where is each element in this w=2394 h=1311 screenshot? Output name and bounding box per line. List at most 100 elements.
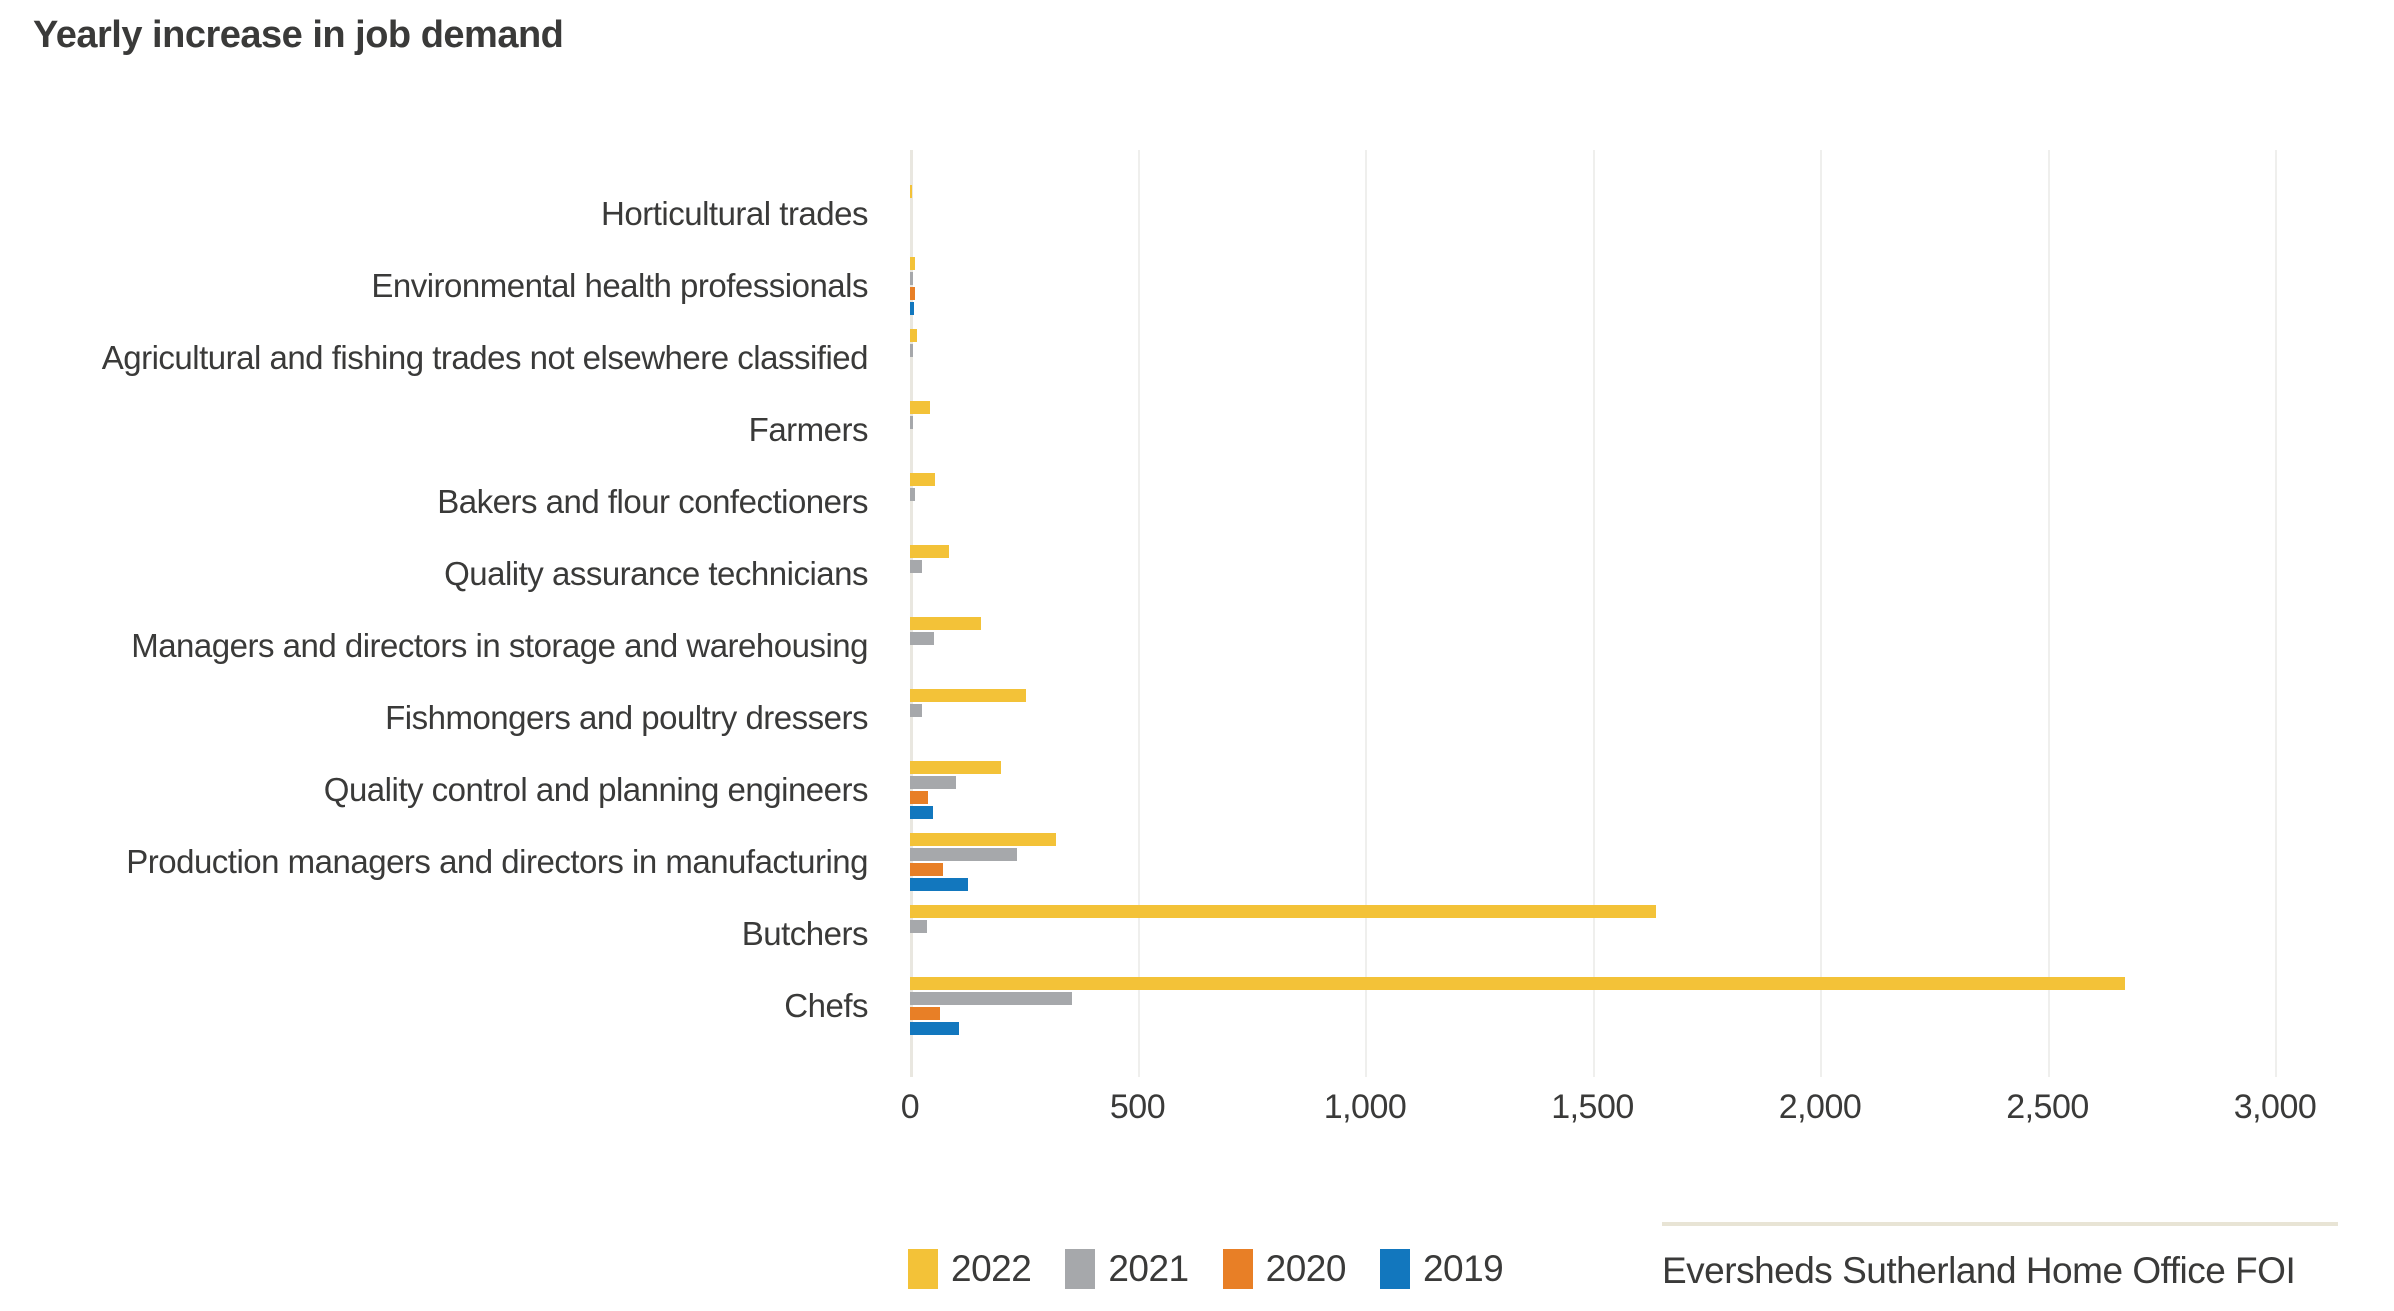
bar-2022 xyxy=(910,257,915,270)
category-label: Agricultural and fishing trades not else… xyxy=(101,339,869,376)
gridline-1,500 xyxy=(1592,150,1595,1077)
category-row: Agricultural and fishing trades not else… xyxy=(0,322,2394,394)
gridline-3,000 xyxy=(2275,150,2277,1077)
bar-2021 xyxy=(910,992,1072,1005)
category-row: Chefs xyxy=(0,970,2394,1042)
bar-2022 xyxy=(910,617,981,630)
bar-group xyxy=(910,761,1001,821)
legend-label: 2022 xyxy=(951,1248,1032,1289)
category-label: Chefs xyxy=(784,987,868,1024)
bar-2020 xyxy=(910,863,944,876)
x-tick-label: 2,500 xyxy=(2006,1088,2089,1126)
bar-2021 xyxy=(910,344,914,357)
category-row: Quality assurance technicians xyxy=(0,538,2394,610)
x-tick-label: 500 xyxy=(1109,1088,1166,1126)
bar-group xyxy=(910,833,1056,893)
gridline-2,000 xyxy=(1820,150,1822,1077)
source-label: Eversheds Sutherland Home Office FOI xyxy=(1662,1250,2296,1291)
bar-group xyxy=(910,545,949,605)
legend-swatch-2021 xyxy=(1065,1249,1096,1289)
bar-2022 xyxy=(910,401,931,414)
category-row: Production managers and directors in man… xyxy=(0,826,2394,898)
category-label: Horticultural trades xyxy=(601,195,868,232)
bar-group xyxy=(910,473,936,533)
bar-2022 xyxy=(910,833,1056,846)
category-label: Production managers and directors in man… xyxy=(126,843,868,880)
category-label: Quality control and planning engineers xyxy=(323,771,869,808)
bar-group xyxy=(910,617,981,677)
category-row: Bakers and flour confectioners xyxy=(0,466,2394,538)
source-divider xyxy=(1662,1222,2338,1226)
bar-group xyxy=(910,977,2125,1037)
bar-2020 xyxy=(910,287,916,300)
bar-2021 xyxy=(910,704,922,717)
bar-2022 xyxy=(910,905,1657,918)
bar-2021 xyxy=(910,416,914,429)
bar-2019 xyxy=(910,878,968,891)
bar-group xyxy=(910,401,931,461)
bar-group xyxy=(910,257,916,317)
legend-item-2022: 2022 xyxy=(908,1248,1032,1290)
bar-2019 xyxy=(910,806,933,819)
category-label: Managers and directors in storage and wa… xyxy=(131,627,868,664)
bar-group xyxy=(910,689,1027,749)
bar-2022 xyxy=(910,761,1001,774)
gridline-2,500 xyxy=(2047,150,2050,1077)
category-row: Horticultural trades xyxy=(0,178,2394,250)
legend-swatch-2022 xyxy=(908,1249,938,1289)
bar-2022 xyxy=(910,689,1027,702)
category-label: Quality assurance technicians xyxy=(444,555,868,592)
legend-item-2020: 2020 xyxy=(1222,1248,1347,1290)
x-tick-label: 2,000 xyxy=(1778,1088,1862,1126)
bar-2021 xyxy=(910,272,914,285)
bar-2022 xyxy=(910,545,949,558)
bar-2022 xyxy=(910,185,913,198)
chart-legend: 2022 2021 2020 2019 xyxy=(908,1248,1504,1290)
category-label: Bakers and flour confectioners xyxy=(437,483,868,520)
legend-label: 2021 xyxy=(1108,1248,1189,1289)
legend-swatch-2020 xyxy=(1222,1249,1253,1289)
x-tick-label: 3,000 xyxy=(2233,1088,2317,1126)
bar-2021 xyxy=(910,560,923,573)
bar-2021 xyxy=(910,848,1017,861)
bar-2021 xyxy=(910,920,927,933)
bar-2022 xyxy=(910,329,917,342)
gridline-1,000 xyxy=(1365,150,1367,1077)
plot-gridlines xyxy=(0,150,2394,1077)
bar-2021 xyxy=(910,776,956,789)
legend-item-2019: 2019 xyxy=(1379,1248,1504,1290)
category-label: Environmental health professionals xyxy=(371,267,868,304)
axis-zero-line xyxy=(910,150,913,1077)
bar-2019 xyxy=(910,302,915,315)
chart-title: Yearly increase in job demand xyxy=(33,14,564,56)
bar-2022 xyxy=(910,977,2125,990)
x-tick-label: 1,500 xyxy=(1551,1088,1634,1126)
bar-2022 xyxy=(910,473,936,486)
legend-swatch-2019 xyxy=(1379,1249,1410,1289)
bar-rows: Horticultural trades Environmental health… xyxy=(0,178,2394,1042)
category-label: Fishmongers and poultry dressers xyxy=(385,699,868,736)
category-row: Farmers xyxy=(0,394,2394,466)
category-row: Quality control and planning engineers xyxy=(0,754,2394,826)
legend-label: 2020 xyxy=(1265,1248,1347,1289)
category-row: Environmental health professionals xyxy=(0,250,2394,322)
legend-item-2021: 2021 xyxy=(1065,1248,1189,1290)
bar-2021 xyxy=(910,632,934,645)
category-row: Butchers xyxy=(0,898,2394,970)
x-axis-ticks: 0 500 1,000 1,500 2,000 2,500 3,000 xyxy=(0,1088,2394,1128)
category-row: Managers and directors in storage and wa… xyxy=(0,610,2394,682)
bar-2019 xyxy=(910,1022,959,1035)
gridline-500 xyxy=(1137,150,1140,1077)
bar-group xyxy=(910,329,917,389)
bar-group xyxy=(910,185,913,245)
bar-group xyxy=(910,905,1657,965)
x-tick-label: 1,000 xyxy=(1323,1088,1407,1126)
legend-label: 2019 xyxy=(1422,1248,1504,1289)
bar-2020 xyxy=(910,791,929,804)
bar-2021 xyxy=(910,488,915,501)
x-tick-label: 0 xyxy=(900,1088,920,1126)
bar-2020 xyxy=(910,1007,940,1020)
category-row: Fishmongers and poultry dressers xyxy=(0,682,2394,754)
category-label: Farmers xyxy=(748,411,869,448)
